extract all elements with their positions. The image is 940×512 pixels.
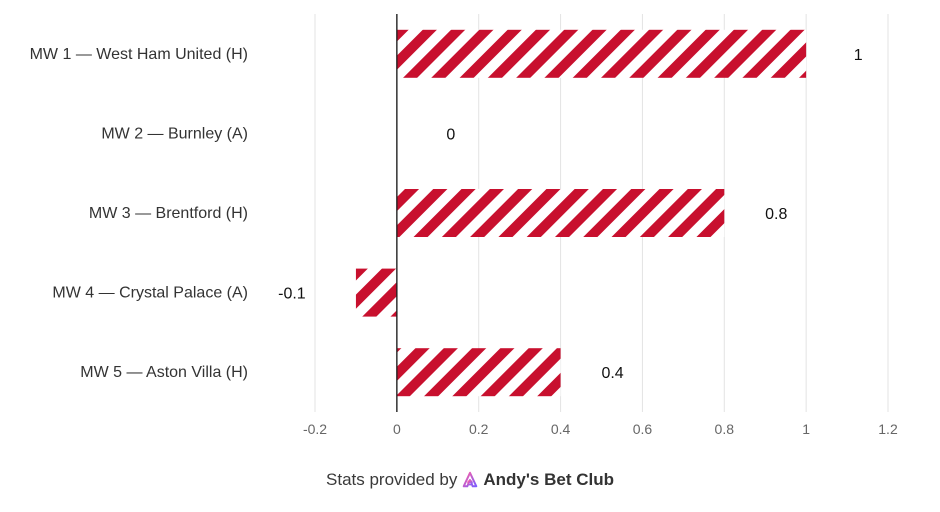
category-label: MW 2 — Burnley (A) (101, 125, 248, 142)
data-label: 0.8 (765, 206, 787, 223)
x-tick-label: 0.8 (715, 421, 735, 437)
x-tick-label: 1 (802, 421, 810, 437)
x-tick-label: 0.2 (469, 421, 489, 437)
bar (355, 268, 397, 317)
category-label: MW 3 — Brentford (H) (89, 205, 248, 222)
category-labels: MW 1 — West Ham United (H) MW 2 — Burnley… (30, 46, 248, 381)
category-label: MW 5 — Aston Villa (H) (80, 364, 248, 381)
footer-prefix: Stats provided by (326, 470, 458, 489)
andys-bet-club-logo-icon (463, 471, 478, 488)
category-label: MW 1 — West Ham United (H) (30, 46, 248, 63)
x-tick-label: -0.2 (303, 421, 327, 437)
footer-brand: Andy's Bet Club (483, 470, 614, 489)
x-tick-labels: -0.2 0 0.2 0.4 0.6 0.8 1 1.2 (303, 421, 898, 437)
bars (355, 29, 807, 397)
bar (396, 189, 725, 237)
data-label: 0.4 (601, 365, 623, 382)
x-tick-label: 0.4 (551, 421, 571, 437)
data-label: 0 (446, 126, 455, 143)
data-label: 1 (854, 47, 863, 64)
bar (396, 29, 807, 78)
x-tick-label: 1.2 (878, 421, 898, 437)
x-tick-label: 0.6 (633, 421, 653, 437)
category-label: MW 4 — Crystal Palace (A) (52, 285, 248, 302)
chart: MW 1 — West Ham United (H) MW 2 — Burnley… (30, 14, 898, 437)
x-tick-label: 0 (393, 421, 401, 437)
data-label: -0.1 (278, 286, 306, 303)
data-labels: 1 0 0.8 -0.1 0.4 (278, 47, 863, 382)
bar (396, 348, 561, 397)
footer-credit: Stats provided by Andy's Bet Club (0, 470, 940, 490)
